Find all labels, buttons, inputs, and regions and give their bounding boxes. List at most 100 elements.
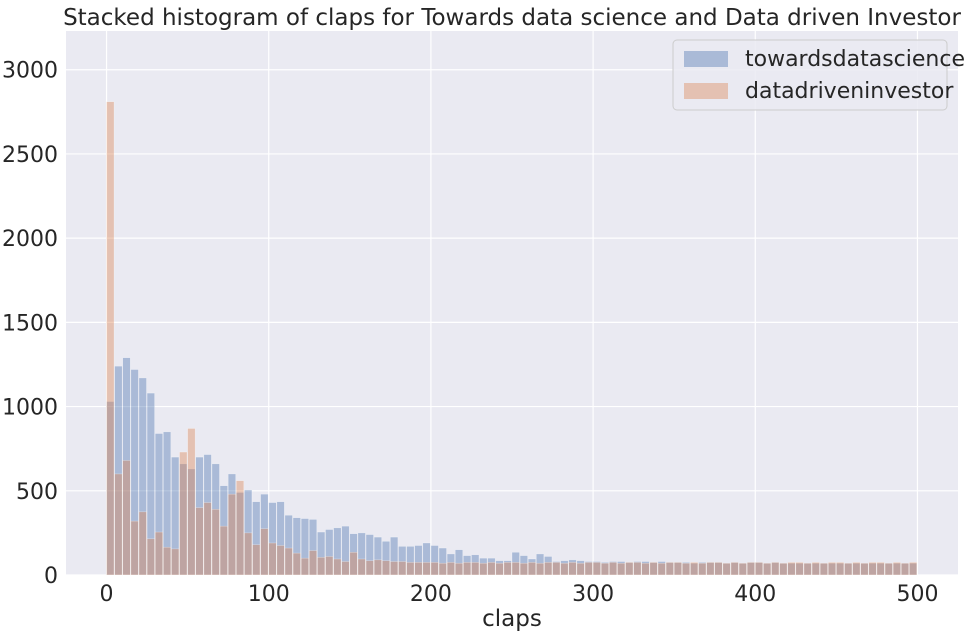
bar-datadriveninvestor (106, 101, 115, 576)
bar-datadriveninvestor (876, 562, 885, 576)
bar-datadriveninvestor (803, 562, 812, 576)
bar-datadriveninvestor (211, 509, 220, 576)
bar-datadriveninvestor (122, 460, 131, 576)
bar-datadriveninvestor (892, 562, 901, 576)
bar-datadriveninvestor (844, 562, 853, 576)
bar-datadriveninvestor (317, 557, 326, 576)
bar-datadriveninvestor (130, 520, 139, 576)
tick-labels: 0 500 1000 1500 2000 2500 3000 0 100 200 300 400 500 (2, 59, 938, 607)
bar-datadriveninvestor (146, 538, 155, 576)
chart-title: Stacked histogram of claps for Towards d… (63, 5, 961, 31)
y-tick-label: 1000 (2, 396, 58, 421)
bar-datadriveninvestor (438, 562, 447, 576)
bar-datadriveninvestor (592, 562, 601, 576)
bar-datadriveninvestor (260, 528, 269, 576)
bar-datadriveninvestor (365, 560, 374, 576)
bar-datadriveninvestor (698, 562, 707, 576)
plot-background (66, 31, 958, 575)
bar-datadriveninvestor (471, 562, 480, 576)
bar-datadriveninvestor (763, 562, 772, 576)
bar-datadriveninvestor (641, 562, 650, 576)
bar-datadriveninvestor (357, 558, 366, 576)
legend-swatch-towardsdatascience (684, 51, 728, 67)
bar-datadriveninvestor (463, 562, 472, 576)
bar-datadriveninvestor (503, 562, 512, 576)
y-tick-label: 1500 (2, 311, 58, 336)
bar-datadriveninvestor (390, 561, 399, 576)
bar-datadriveninvestor (657, 562, 666, 576)
bar-datadriveninvestor (584, 562, 593, 576)
bar-datadriveninvestor (900, 562, 909, 576)
bar-datadriveninvestor (714, 562, 723, 576)
bar-datadriveninvestor (552, 562, 561, 576)
bar-datadriveninvestor (722, 562, 731, 576)
bar-datadriveninvestor (665, 562, 674, 576)
legend-label-towardsdatascience: towardsdatascience (745, 47, 965, 72)
bars (106, 101, 918, 576)
bar-datadriveninvestor (195, 507, 204, 576)
y-tick-label: 2000 (2, 227, 58, 252)
y-tick-label: 3000 (2, 59, 58, 84)
bar-datadriveninvestor (771, 562, 780, 576)
bar-datadriveninvestor (536, 562, 545, 576)
x-tick-label: 300 (572, 582, 614, 607)
bar-datadriveninvestor (811, 562, 820, 576)
bar-datadriveninvestor (454, 562, 463, 576)
bar-datadriveninvestor (244, 532, 253, 576)
bar-datadriveninvestor (382, 560, 391, 576)
bar-datadriveninvestor (292, 552, 301, 576)
bar-datadriveninvestor (138, 511, 147, 576)
bar-datadriveninvestor (276, 545, 285, 576)
y-tick-label: 0 (44, 564, 58, 589)
bar-datadriveninvestor (373, 559, 382, 576)
bar-datadriveninvestor (730, 562, 739, 576)
bar-datadriveninvestor (252, 544, 261, 576)
bar-datadriveninvestor (341, 561, 350, 576)
bar-datadriveninvestor (179, 451, 188, 576)
bar-datadriveninvestor (600, 562, 609, 576)
bar-datadriveninvestor (227, 493, 236, 576)
y-tick-label: 2500 (2, 143, 58, 168)
bar-datadriveninvestor (682, 562, 691, 576)
bar-datadriveninvestor (203, 502, 212, 576)
bar-datadriveninvestor (819, 562, 828, 576)
bar-datadriveninvestor (430, 562, 439, 576)
bar-datadriveninvestor (300, 557, 309, 576)
legend-label-datadriveninvestor: datadriveninvestor (745, 79, 954, 104)
bar-datadriveninvestor (333, 558, 342, 576)
bar-datadriveninvestor (884, 562, 893, 576)
bar-datadriveninvestor (495, 562, 504, 576)
legend-swatch-datadriveninvestor (684, 83, 728, 99)
bar-datadriveninvestor (795, 562, 804, 576)
bar-datadriveninvestor (527, 562, 536, 576)
bar-datadriveninvestor (236, 480, 245, 576)
bar-datadriveninvestor (219, 525, 228, 576)
bar-datadriveninvestor (479, 562, 488, 576)
bar-datadriveninvestor (828, 562, 837, 576)
bar-datadriveninvestor (576, 562, 585, 576)
y-tick-label: 500 (16, 480, 58, 505)
bar-datadriveninvestor (406, 562, 415, 576)
x-tick-label: 500 (896, 582, 938, 607)
bar-datadriveninvestor (779, 562, 788, 576)
x-tick-label: 400 (734, 582, 776, 607)
bar-datadriveninvestor (836, 562, 845, 576)
bar-datadriveninvestor (868, 562, 877, 576)
x-tick-label: 200 (410, 582, 452, 607)
bar-datadriveninvestor (746, 562, 755, 576)
bar-datadriveninvestor (114, 473, 123, 576)
bar-datadriveninvestor (560, 562, 569, 576)
bar-datadriveninvestor (325, 556, 334, 576)
bar-datadriveninvestor (852, 562, 861, 576)
x-tick-label: 0 (100, 582, 114, 607)
bar-datadriveninvestor (787, 562, 796, 576)
bar-datadriveninvestor (487, 562, 496, 576)
bar-datadriveninvestor (690, 562, 699, 576)
bar-datadriveninvestor (187, 428, 196, 576)
bar-datadriveninvestor (706, 562, 715, 576)
bar-datadriveninvestor (738, 562, 747, 576)
bar-datadriveninvestor (284, 547, 293, 576)
bar-datadriveninvestor (909, 562, 918, 576)
x-tick-label: 100 (248, 582, 290, 607)
